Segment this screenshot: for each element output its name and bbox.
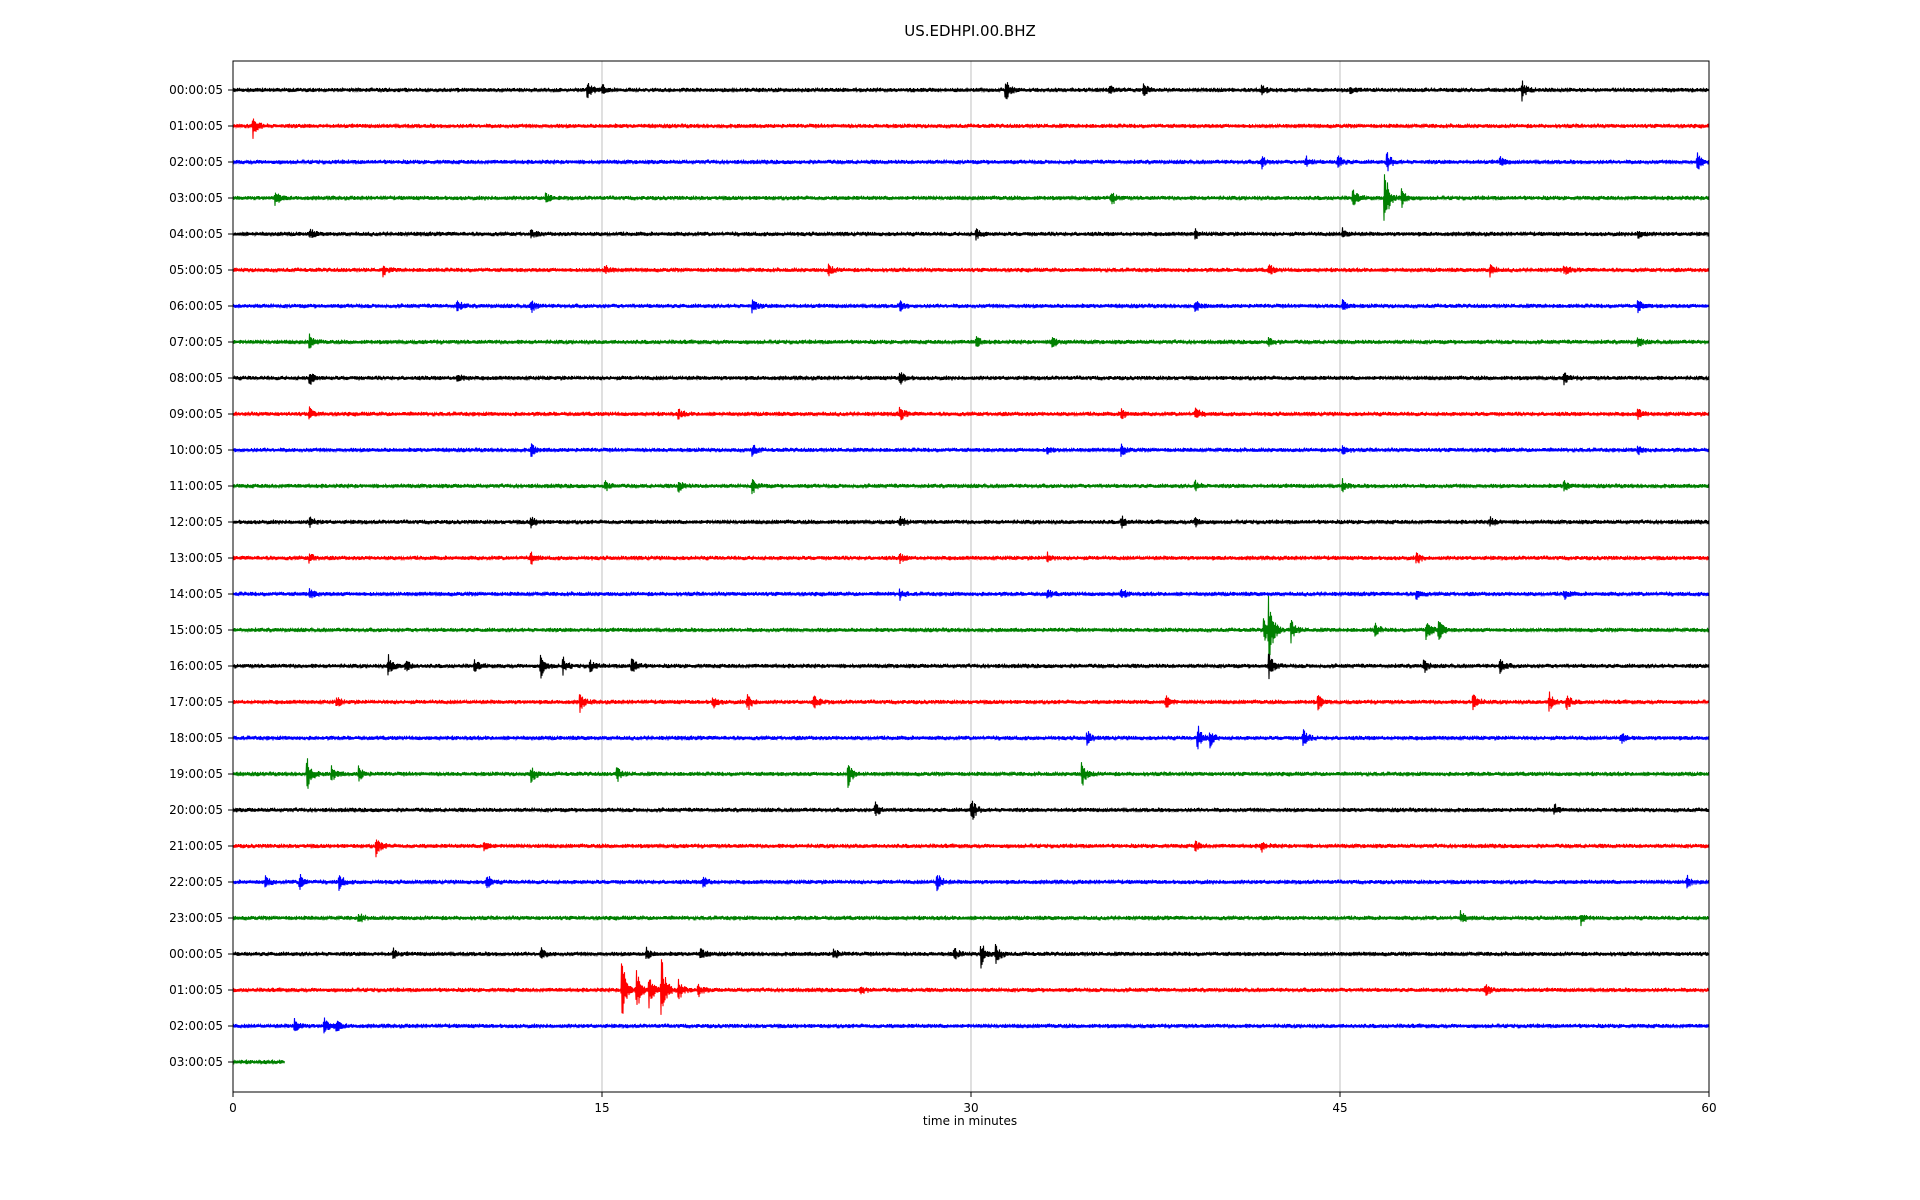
trace-row-22 — [232, 873, 1710, 892]
row-label-16: 16:00:05 — [169, 659, 223, 673]
row-label-18: 18:00:05 — [169, 731, 223, 745]
row-label-11: 11:00:05 — [169, 479, 223, 493]
row-label-9: 09:00:05 — [169, 407, 223, 421]
row-label-1: 01:00:05 — [169, 119, 223, 133]
trace-row-14 — [232, 588, 1710, 601]
chart-title: US.EDHPI.00.BHZ — [904, 22, 1036, 40]
row-label-4: 04:00:05 — [169, 227, 223, 241]
trace-row-27 — [232, 1059, 286, 1066]
row-label-23: 23:00:05 — [169, 911, 223, 925]
trace-row-19 — [232, 758, 1710, 789]
grid-lines — [601, 61, 1341, 1092]
row-label-3: 03:00:05 — [169, 191, 223, 205]
x-axis-label: time in minutes — [923, 1114, 1017, 1128]
row-label-24: 00:00:05 — [169, 947, 223, 961]
trace-row-24 — [232, 943, 1710, 969]
trace-row-5 — [232, 263, 1710, 278]
trace-row-9 — [232, 406, 1710, 421]
trace-row-8 — [232, 372, 1710, 386]
x-tick-labels: 0 15 30 45 60 — [229, 1092, 1717, 1115]
x-tick-label-4: 60 — [1701, 1101, 1716, 1115]
trace-row-0 — [232, 80, 1710, 102]
trace-group — [232, 80, 1710, 1066]
row-label-15: 15:00:05 — [169, 623, 223, 637]
trace-row-18 — [232, 725, 1710, 750]
row-label-8: 08:00:05 — [169, 371, 223, 385]
row-label-13: 13:00:05 — [169, 551, 223, 565]
row-label-27: 03:00:05 — [169, 1055, 223, 1069]
trace-row-17 — [232, 691, 1710, 713]
trace-row-26 — [232, 1017, 1710, 1034]
row-label-17: 17:00:05 — [169, 695, 223, 709]
trace-row-6 — [232, 299, 1710, 314]
trace-row-12 — [232, 515, 1710, 529]
x-tick-label-3: 45 — [1332, 1101, 1347, 1115]
trace-row-10 — [232, 443, 1710, 457]
trace-row-21 — [232, 839, 1710, 858]
row-label-25: 01:00:05 — [169, 983, 223, 997]
row-label-12: 12:00:05 — [169, 515, 223, 529]
trace-row-20 — [232, 800, 1710, 820]
trace-row-11 — [232, 478, 1710, 495]
row-label-5: 05:00:05 — [169, 263, 223, 277]
row-label-7: 07:00:05 — [169, 335, 223, 349]
x-tick-label-0: 0 — [229, 1101, 237, 1115]
row-label-10: 10:00:05 — [169, 443, 223, 457]
trace-row-16 — [232, 653, 1710, 680]
trace-row-2 — [232, 152, 1710, 172]
row-label-21: 21:00:05 — [169, 839, 223, 853]
trace-row-3 — [232, 174, 1710, 221]
y-tick-labels: 00:00:05 01:00:05 02:00:05 03:00:05 04:00:05… — [169, 83, 233, 1069]
row-label-0: 00:00:05 — [169, 83, 223, 97]
row-label-2: 02:00:05 — [169, 155, 223, 169]
row-label-20: 20:00:05 — [169, 803, 223, 817]
trace-row-1 — [232, 118, 1710, 139]
trace-row-13 — [232, 551, 1710, 565]
row-label-19: 19:00:05 — [169, 767, 223, 781]
x-tick-label-2: 30 — [963, 1101, 978, 1115]
trace-row-25 — [232, 959, 1710, 1015]
row-label-6: 06:00:05 — [169, 299, 223, 313]
trace-row-7 — [232, 333, 1710, 349]
row-label-14: 14:00:05 — [169, 587, 223, 601]
x-tick-label-1: 15 — [594, 1101, 609, 1115]
trace-row-4 — [232, 227, 1710, 241]
row-label-22: 22:00:05 — [169, 875, 223, 889]
row-label-26: 02:00:05 — [169, 1019, 223, 1033]
trace-row-23 — [232, 910, 1710, 927]
trace-row-15 — [232, 595, 1710, 662]
